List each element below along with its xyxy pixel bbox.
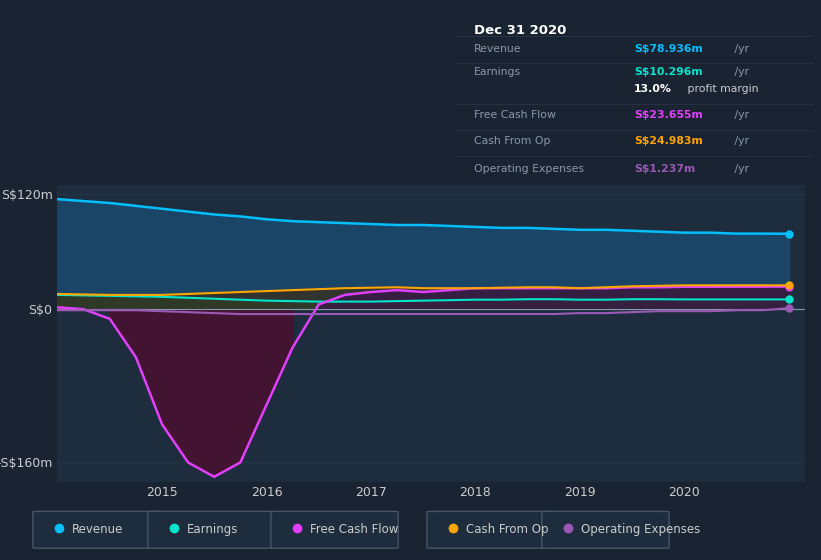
Text: profit margin: profit margin <box>684 85 759 95</box>
Text: Operating Expenses: Operating Expenses <box>474 164 584 174</box>
Text: Revenue: Revenue <box>474 44 521 54</box>
Text: Free Cash Flow: Free Cash Flow <box>474 110 555 120</box>
Text: /yr: /yr <box>731 110 749 120</box>
FancyBboxPatch shape <box>542 511 669 548</box>
Text: 13.0%: 13.0% <box>635 85 672 95</box>
FancyBboxPatch shape <box>33 511 160 548</box>
Text: /yr: /yr <box>731 44 749 54</box>
Text: /yr: /yr <box>731 164 749 174</box>
Text: Cash From Op: Cash From Op <box>474 136 550 146</box>
Text: Revenue: Revenue <box>72 522 124 536</box>
FancyBboxPatch shape <box>148 511 275 548</box>
Text: Operating Expenses: Operating Expenses <box>581 522 700 536</box>
Text: /yr: /yr <box>731 67 749 77</box>
Point <box>782 281 796 290</box>
Text: S$23.655m: S$23.655m <box>635 110 703 120</box>
Text: S$24.983m: S$24.983m <box>635 136 703 146</box>
FancyBboxPatch shape <box>427 511 554 548</box>
Text: Earnings: Earnings <box>187 522 239 536</box>
FancyBboxPatch shape <box>271 511 398 548</box>
Point <box>782 282 796 291</box>
Text: Cash From Op: Cash From Op <box>466 522 548 536</box>
Text: Free Cash Flow: Free Cash Flow <box>310 522 399 536</box>
Point <box>782 295 796 304</box>
Point <box>782 304 796 312</box>
Text: /yr: /yr <box>731 136 749 146</box>
Text: S$1.237m: S$1.237m <box>635 164 695 174</box>
Text: Earnings: Earnings <box>474 67 521 77</box>
Text: S$78.936m: S$78.936m <box>635 44 703 54</box>
Point <box>782 229 796 238</box>
Text: S$10.296m: S$10.296m <box>635 67 703 77</box>
Text: Dec 31 2020: Dec 31 2020 <box>474 24 566 37</box>
